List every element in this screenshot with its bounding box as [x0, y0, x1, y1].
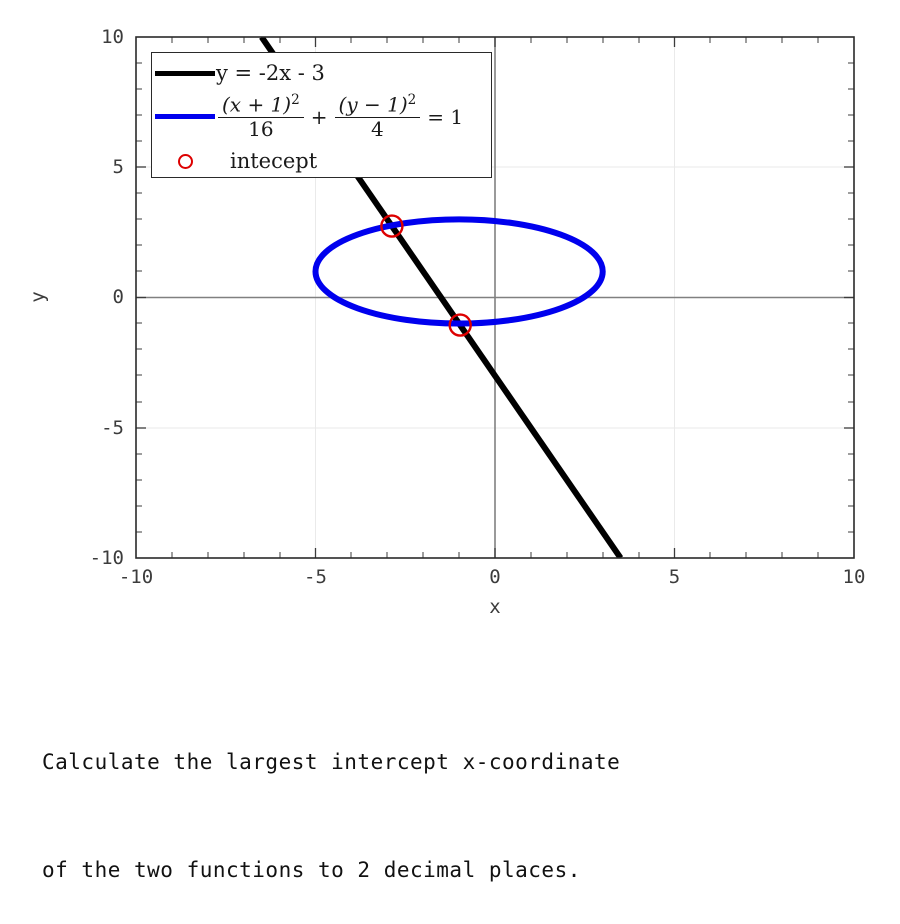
legend-entry-ellipse: (x + 1)2 16 + (y − 1)2 4 = 1 — [154, 93, 468, 140]
question-line-2: of the two functions to 2 decimal places… — [42, 858, 581, 882]
zero-axes — [136, 37, 854, 558]
question-line-1: Calculate the largest intercept x-coordi… — [42, 750, 621, 774]
numerator-x: (x + 1) — [222, 92, 292, 117]
intercept-marker — [448, 313, 472, 337]
major-ticks-top — [314, 37, 676, 47]
y-tick-label: 0 — [112, 286, 124, 308]
x-axis-label: x — [489, 596, 501, 618]
numerator-y-exponent: 2 — [407, 92, 417, 108]
minor-ticks-top — [171, 37, 819, 43]
x-tick-label: -5 — [304, 566, 327, 588]
legend-entry-line: y = -2x - 3 — [154, 61, 325, 85]
legend-entry-intercept: intecept — [154, 149, 317, 173]
numerator-x-exponent: 2 — [291, 92, 300, 108]
y-axis-label: y — [27, 291, 49, 303]
y-tick-label: -10 — [89, 547, 124, 569]
legend-swatch-intercept-circle-icon — [154, 153, 216, 169]
numerator-y: (y − 1) — [338, 92, 408, 117]
denominator-x: 16 — [248, 117, 274, 142]
fraction-bar — [218, 116, 304, 119]
question-text: Calculate the largest intercept x-coordi… — [42, 672, 620, 924]
minor-ticks-bottom — [171, 552, 819, 558]
x-tick-label: 5 — [668, 566, 681, 588]
minor-ticks-left — [136, 62, 142, 533]
minor-ticks-right — [848, 62, 854, 533]
figure-panel: 10 5 0 -5 -10 -10 -5 0 5 10 x y y = -2x … — [27, 26, 866, 618]
fraction-y-term: (y − 1)2 4 — [334, 92, 421, 142]
legend-label-ellipse-equation: (x + 1)2 16 + (y − 1)2 4 = 1 — [216, 93, 468, 140]
equals-one: = 1 — [427, 104, 464, 129]
legend-box: y = -2x - 3 (x + 1)2 16 + (y − 1)2 4 = 1 — [151, 52, 492, 178]
legend-swatch-line — [154, 70, 216, 76]
fraction-bar — [334, 116, 421, 119]
legend-label-line: y = -2x - 3 — [216, 61, 325, 85]
intercept-marker — [380, 214, 404, 238]
fraction-x-term: (x + 1)2 16 — [218, 93, 304, 140]
major-ticks-bottom — [314, 548, 676, 558]
ellipse-series — [312, 216, 606, 327]
legend-label-intercept: intecept — [230, 149, 318, 173]
x-tick-label: -10 — [118, 566, 154, 588]
plot-frame — [135, 36, 855, 559]
x-tick-label: 10 — [842, 566, 866, 588]
major-ticks-left — [136, 166, 146, 429]
plus-operator: + — [310, 104, 328, 129]
y-tick-label: 10 — [101, 26, 124, 48]
legend-swatch-ellipse — [154, 114, 216, 120]
y-tick-label: -5 — [101, 417, 124, 439]
y-tick-label: 5 — [112, 156, 124, 178]
x-tick-label: 0 — [489, 566, 501, 588]
major-ticks-right — [844, 166, 854, 429]
denominator-y: 4 — [371, 117, 384, 142]
